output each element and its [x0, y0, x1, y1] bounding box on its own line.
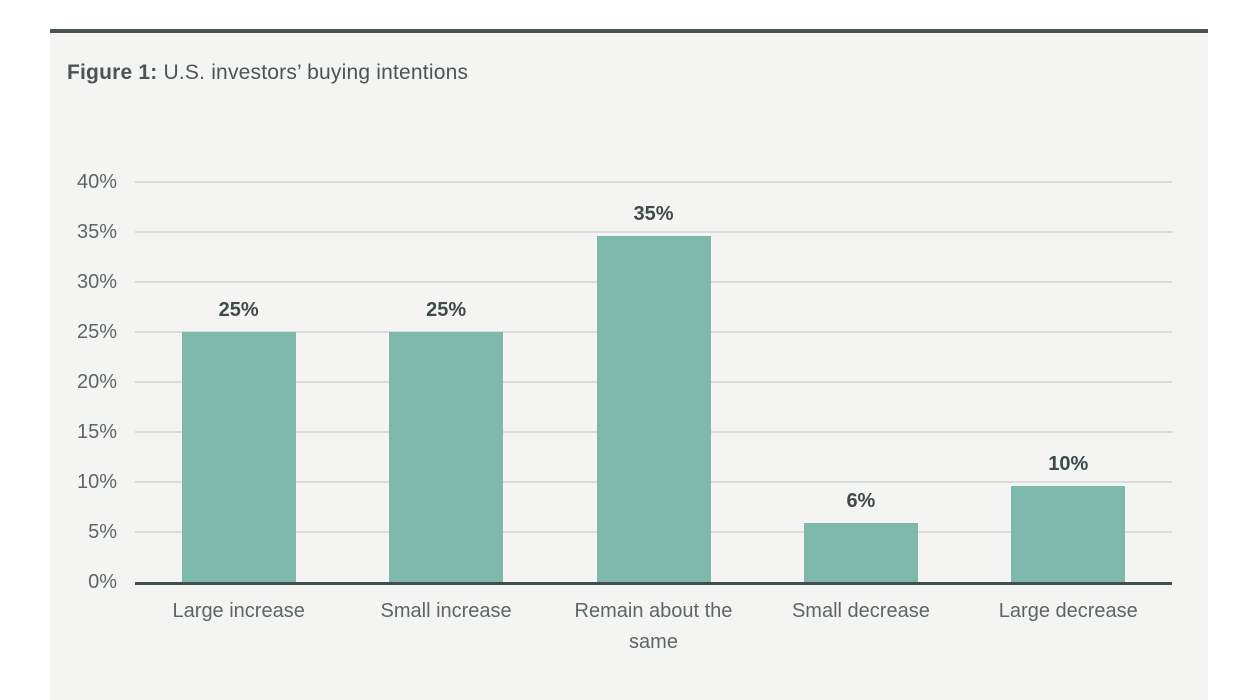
bar-remain-about-the-same	[596, 236, 711, 582]
y-axis-tick-label-0%: 0%	[88, 571, 117, 593]
figure-panel: Figure 1: U.S. investors’ buying intenti…	[50, 29, 1208, 700]
x-axis-category-label-small-increase: Small increase	[380, 600, 512, 622]
x-axis-category-label-large-decrease: Large decrease	[998, 600, 1138, 622]
x-axis-category-label-large-increase: Large increase	[172, 600, 305, 622]
bar-chart-plot-area: 0% 5% 10% 15% 20% 25% 30% 35% 40% 25% Large increa…	[77, 171, 1172, 653]
figure-number-label: Figure 1:	[67, 61, 158, 84]
y-axis-tick-label-10%: 10%	[76, 471, 117, 493]
bar-value-label-large-decrease: 10%	[1048, 453, 1089, 475]
bar-value-label-large-increase: 25%	[218, 299, 259, 321]
bar-large-increase	[181, 332, 296, 582]
bar-small-decrease	[803, 523, 918, 582]
y-axis-tick-label-40%: 40%	[76, 171, 117, 193]
y-axis-tick-label-20%: 20%	[76, 371, 117, 393]
bar-large-decrease	[1011, 486, 1126, 582]
y-axis-tick-label-30%: 30%	[76, 271, 117, 293]
bar-value-label-small-decrease: 6%	[846, 490, 876, 512]
y-axis-tick-label-35%: 35%	[76, 221, 117, 243]
bar-value-label-remain-about-the-same: 35%	[633, 203, 674, 225]
y-axis-tick-label-25%: 25%	[76, 321, 117, 343]
x-axis-category-label-small-decrease: Small decrease	[791, 600, 930, 622]
x-axis-category-label-remain-about-the-same: Remain about the same	[574, 600, 733, 653]
bar-small-increase	[389, 332, 504, 582]
y-axis-tick-label-5%: 5%	[88, 521, 117, 543]
figure-title: Figure 1: U.S. investors’ buying intenti…	[67, 61, 468, 85]
y-axis-tick-label-15%: 15%	[76, 421, 117, 443]
gridline-35%	[135, 231, 1172, 233]
figure-title-text: U.S. investors’ buying intentions	[157, 61, 469, 84]
gridline-40%	[135, 181, 1172, 183]
bar-value-label-small-increase: 25%	[426, 299, 467, 321]
